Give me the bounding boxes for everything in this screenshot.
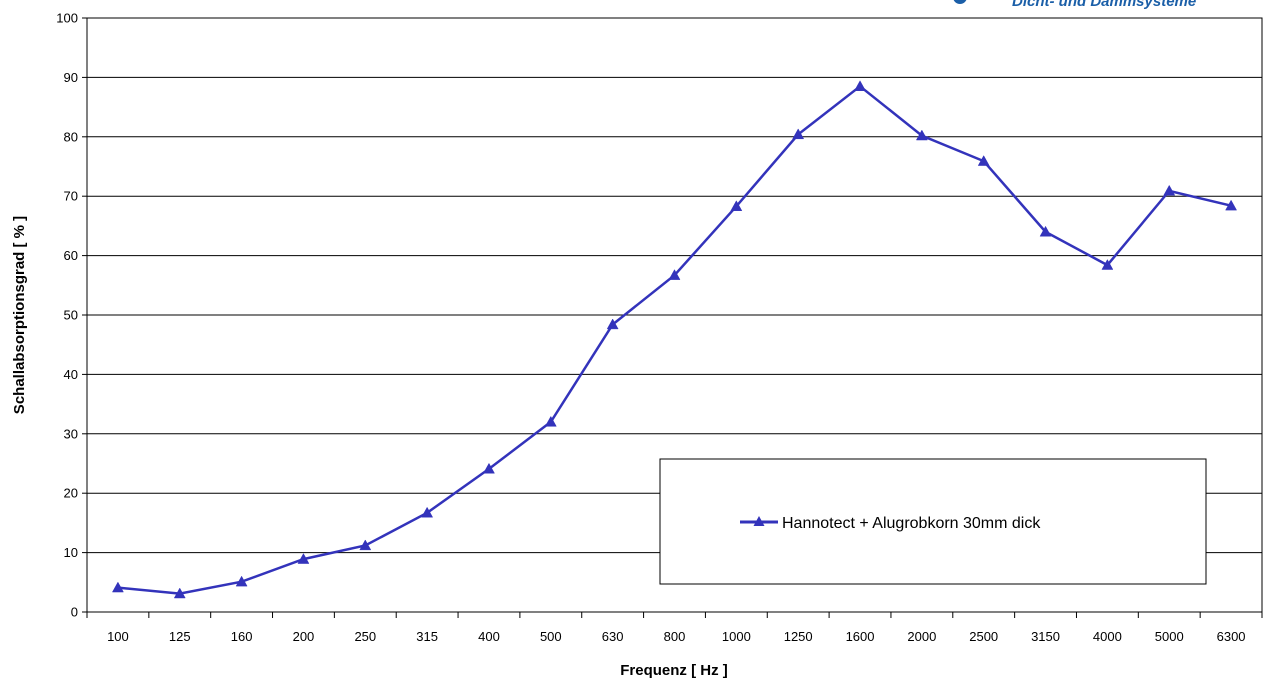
x-tick-label: 100 [107,629,129,644]
x-tick-label: 3150 [1031,629,1060,644]
x-tick-label: 5000 [1155,629,1184,644]
x-axis-ticks: 100 125 160 200 250 315 400 500 630 800 1000 1250 16… [86,612,1263,644]
y-tick-label: 10 [64,545,78,560]
data-point-marker [792,128,805,140]
y-tick-label: 0 [71,605,78,620]
legend-label: Hannotect + Alugrobkorn 30mm dick [782,515,1041,532]
y-tick-label: 30 [64,426,78,441]
x-tick-label: 800 [664,629,686,644]
x-tick-label: 1250 [784,629,813,644]
data-point-marker [854,80,866,91]
data-point-marker [235,575,248,587]
y-tick-label: 60 [64,248,78,263]
y-tick-label: 100 [56,11,78,26]
data-point-marker [1101,259,1114,270]
x-tick-label: 160 [231,629,253,644]
x-tick-label: 2500 [969,629,998,644]
series-group [111,80,1238,599]
data-point-marker [297,553,310,564]
brand-text: Dicht- und Dämmsysteme [1012,0,1196,10]
data-point-marker [606,318,619,330]
x-tick-label: 2000 [907,629,936,644]
data-point-marker [730,200,743,211]
data-point-marker [1225,199,1238,211]
legend: Hannotect + Alugrobkorn 30mm dick [659,458,1207,585]
x-tick-label: 400 [478,629,500,644]
data-point-marker [111,581,124,593]
gridlines [87,76,1262,554]
data-point-marker [1163,184,1176,196]
data-point-marker [173,587,186,599]
y-axis-title: Schallabsorptionsgrad [ % ] [11,216,28,414]
y-tick-label: 70 [64,189,78,204]
plot-area-border [86,17,1263,613]
x-tick-label: 630 [602,629,624,644]
data-point-marker [915,129,928,141]
y-tick-label: 80 [64,129,78,144]
x-tick-label: 315 [416,629,438,644]
x-tick-label: 1000 [722,629,751,644]
y-tick-label: 90 [64,70,78,85]
x-tick-label: 125 [169,629,191,644]
x-axis-title: Frequenz [ Hz ] [620,662,728,679]
x-tick-label: 1600 [846,629,875,644]
y-axis-ticks: 0 10 20 30 40 50 60 70 80 90 100 [56,11,87,620]
legend-marker-icon [753,516,765,526]
x-tick-label: 500 [540,629,562,644]
y-tick-label: 50 [64,308,78,323]
data-point-marker [1039,225,1052,237]
brand-logo: Dicht- und Dämmsysteme [953,0,1196,10]
data-point-marker [483,462,495,474]
y-tick-label: 40 [64,367,78,382]
x-tick-label: 200 [293,629,315,644]
data-point-marker [977,155,990,166]
data-point-marker [544,415,557,427]
y-tick-label: 20 [64,486,78,501]
data-point-marker [421,506,434,518]
data-point-marker [668,269,681,280]
data-point-marker [359,539,372,551]
x-tick-label: 4000 [1093,629,1122,644]
x-tick-label: 250 [354,629,376,644]
x-tick-label: 6300 [1217,629,1246,644]
brand-mark-icon [953,0,967,4]
